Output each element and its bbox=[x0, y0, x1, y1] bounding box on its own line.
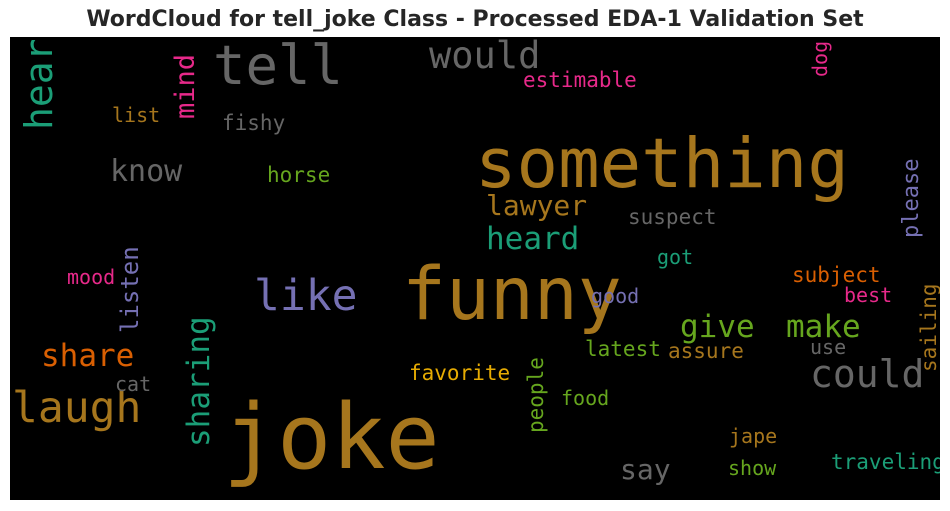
word-horse: horse bbox=[267, 163, 330, 187]
word-best: best bbox=[844, 283, 892, 307]
word-lawyer: lawyer bbox=[486, 189, 587, 222]
word-mind: mind bbox=[170, 54, 201, 119]
word-make: make bbox=[786, 309, 861, 345]
word-good: good bbox=[591, 284, 639, 308]
wordcloud-canvas: joke funny something tell like laugh could hear… bbox=[10, 37, 940, 500]
word-estimable: estimable bbox=[523, 68, 637, 92]
word-fishy: fishy bbox=[222, 111, 285, 135]
word-traveling: traveling bbox=[831, 450, 940, 474]
word-assure: assure bbox=[668, 339, 744, 363]
word-something: something bbox=[475, 124, 849, 204]
word-heard: heard bbox=[486, 221, 579, 257]
word-dog: dog bbox=[808, 41, 832, 77]
wordcloud-svg: joke funny something tell like laugh could hear… bbox=[12, 37, 940, 490]
word-like: like bbox=[254, 271, 358, 321]
word-would: would bbox=[429, 37, 540, 77]
word-joke: joke bbox=[223, 385, 440, 490]
word-say: say bbox=[620, 453, 671, 486]
word-latest: latest bbox=[585, 337, 661, 361]
word-funny: funny bbox=[402, 252, 622, 337]
word-listen: listen bbox=[116, 246, 144, 333]
word-use: use bbox=[810, 335, 846, 359]
word-sharing: sharing bbox=[181, 316, 217, 447]
word-cat: cat bbox=[115, 372, 151, 396]
word-please: please bbox=[899, 159, 924, 238]
word-sailing: sailing bbox=[917, 283, 940, 372]
word-food: food bbox=[561, 386, 609, 410]
word-share: share bbox=[41, 338, 134, 374]
word-show: show bbox=[728, 456, 777, 480]
word-hear: hear bbox=[17, 38, 61, 130]
word-favorite: favorite bbox=[409, 361, 510, 385]
word-list: list bbox=[112, 103, 160, 127]
word-jape: jape bbox=[729, 424, 777, 448]
word-people: people bbox=[524, 357, 548, 433]
word-suspect: suspect bbox=[628, 205, 717, 229]
word-know: know bbox=[110, 154, 183, 189]
word-got: got bbox=[657, 245, 693, 269]
word-subject: subject bbox=[792, 263, 881, 287]
word-mood: mood bbox=[67, 265, 115, 289]
chart-title: WordCloud for tell_joke Class - Processe… bbox=[86, 7, 864, 32]
word-tell: tell bbox=[213, 37, 343, 97]
word-could: could bbox=[810, 352, 924, 396]
word-give: give bbox=[680, 309, 755, 345]
word-laugh: laugh bbox=[12, 383, 141, 433]
